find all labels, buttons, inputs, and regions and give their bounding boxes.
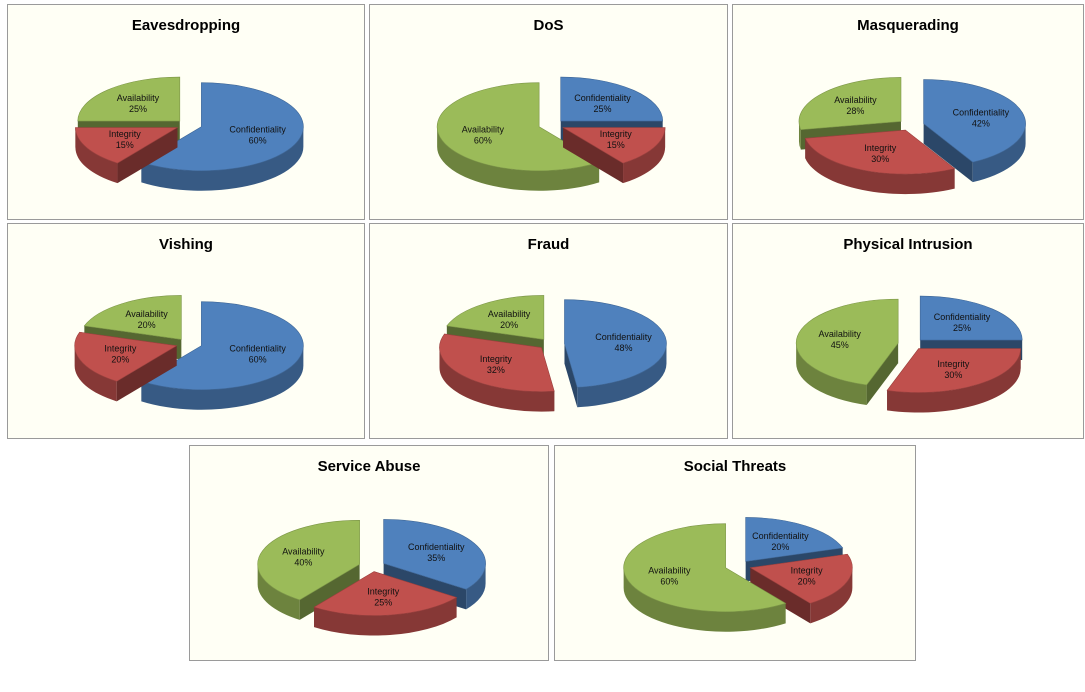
chart-panel-masquerading: Masquerading Availability 28% Confidential… xyxy=(732,4,1084,220)
chart-panel-eavesdropping: Eavesdropping Availability 25% Confidentia… xyxy=(7,4,365,220)
chart-title: Masquerading xyxy=(857,17,959,34)
slice-label: Confidentiality xyxy=(934,312,991,322)
slice-label: Availability xyxy=(819,329,862,339)
slice-label: Integrity xyxy=(104,344,137,354)
slice-label: Integrity xyxy=(864,143,897,153)
chart-panel-social-threats: Social Threats Confidentiality 20% Integri… xyxy=(554,445,916,661)
slice-value-label: 60% xyxy=(660,577,678,587)
slice-value-label: 20% xyxy=(500,320,518,330)
slice-value-label: 25% xyxy=(953,323,971,333)
slice-value-label: 42% xyxy=(972,118,990,128)
chart-title: Social Threats xyxy=(683,458,787,475)
slice-value-label: 20% xyxy=(771,542,789,552)
slice-value-label: 40% xyxy=(294,557,312,567)
slice-label: Confidentiality xyxy=(408,542,465,552)
slice-value-label: 28% xyxy=(846,106,864,116)
slice-value-label: 48% xyxy=(615,343,633,353)
chart-panel-service-abuse: Service Abuse Confidentiality 35% Availabi… xyxy=(189,445,549,661)
chart-title: Fraud xyxy=(527,236,570,253)
slice-value-label: 20% xyxy=(111,355,129,365)
slice-label: Integrity xyxy=(791,566,824,576)
chart-title: Service Abuse xyxy=(317,458,421,475)
slice-value-label: 60% xyxy=(474,136,492,146)
slice-value-label: 35% xyxy=(427,553,445,563)
slice-value-label: 15% xyxy=(607,140,625,150)
slice-value-label: 20% xyxy=(798,577,816,587)
slice-label: Availability xyxy=(834,95,877,105)
pie-chart-service-abuse: Confidentiality35%Availability40%Integri… xyxy=(257,519,486,636)
chart-panel-physical-intrusion: Physical Intrusion Confidentiality 25% Ava… xyxy=(732,223,1084,439)
slice-label: Availability xyxy=(488,309,531,319)
slice-label: Confidentiality xyxy=(595,332,652,342)
slice-value-label: 32% xyxy=(487,365,505,375)
slice-label: Confidentiality xyxy=(229,125,286,135)
chart-panel-vishing: Vishing Availability 20% Confidentiality 60… xyxy=(7,223,365,439)
slice-label: Availability xyxy=(282,546,325,556)
chart-title: DoS xyxy=(533,17,564,34)
slice-label: Confidentiality xyxy=(953,107,1010,117)
slice-label: Availability xyxy=(648,566,691,576)
chart-title: Eavesdropping xyxy=(131,17,241,34)
slice-value-label: 20% xyxy=(138,320,156,330)
slice-label: Confidentiality xyxy=(574,93,631,103)
slice-label: Availability xyxy=(462,125,505,135)
slice-label: Integrity xyxy=(109,129,142,139)
slice-value-label: 25% xyxy=(374,598,392,608)
slice-label: Integrity xyxy=(600,129,633,139)
slice-value-label: 25% xyxy=(594,104,612,114)
slice-label: Integrity xyxy=(367,587,400,597)
chart-title: Vishing xyxy=(159,236,213,253)
chart-title: Physical Intrusion xyxy=(843,236,973,253)
slice-label: Integrity xyxy=(480,354,513,364)
slice-label: Availability xyxy=(125,309,168,319)
slice-label: Confidentiality xyxy=(229,344,286,354)
pie-chart-dos: Confidentiality25%Availability60%Integri… xyxy=(436,76,666,191)
slice-value-label: 15% xyxy=(116,140,134,150)
slice-label: Integrity xyxy=(937,359,970,369)
pie-chart-fraud: Availability20%Confidentiality48%Integri… xyxy=(439,295,667,412)
pie-chart-eavesdropping: Availability25%Confidentiality60%Integri… xyxy=(75,76,304,191)
slice-label: Confidentiality xyxy=(752,531,809,541)
slice-value-label: 30% xyxy=(944,370,962,380)
chart-panel-dos: DoS Confidentiality 25% Availability 60% Int… xyxy=(369,4,728,220)
slice-value-label: 30% xyxy=(871,154,889,164)
pie-chart-social-threats: Confidentiality20%Integrity20%Availabili… xyxy=(623,517,853,632)
pie-chart-vishing: Availability20%Confidentiality60%Integri… xyxy=(74,295,304,410)
slice-value-label: 60% xyxy=(249,355,267,365)
pie-chart-physical-intrusion: Confidentiality25%Availability45%Integri… xyxy=(795,295,1023,413)
slice-value-label: 45% xyxy=(831,340,849,350)
slice-value-label: 25% xyxy=(129,104,147,114)
slice-label: Availability xyxy=(117,93,160,103)
chart-panel-fraud: Fraud Availability 20% Confidentiality 48% I… xyxy=(369,223,728,439)
slice-value-label: 60% xyxy=(249,136,267,146)
